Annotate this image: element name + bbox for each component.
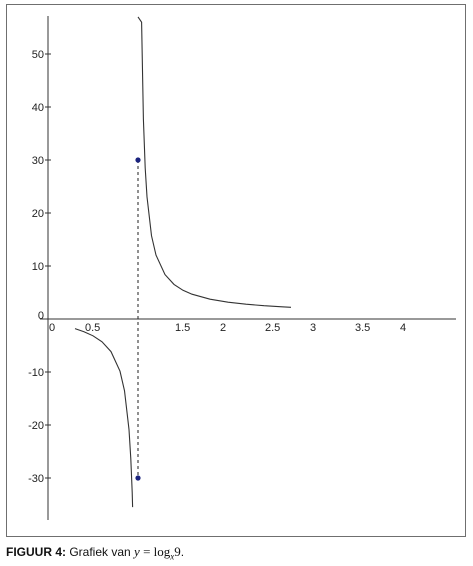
y-tick-label: 20	[32, 208, 44, 220]
curve-branch-2	[137, 16, 292, 308]
caption-arg: 9	[174, 544, 181, 559]
figure-frame	[6, 4, 466, 537]
y-tick-label: -10	[28, 367, 44, 379]
y-tick-label: 40	[32, 102, 44, 114]
x-tick-label: 4	[400, 322, 406, 334]
y-tick-label: 30	[32, 155, 44, 167]
x-tick-label: 1.5	[175, 322, 190, 334]
caption-formula: y = logx9	[134, 544, 181, 562]
y-tick-label: 0	[38, 310, 44, 322]
x-tick-label: 2	[220, 322, 226, 334]
caption-text: Grafiek van	[69, 545, 131, 559]
caption-var: y	[134, 544, 140, 559]
caption-label: FIGUUR 4:	[6, 545, 66, 559]
figure-caption: FIGUUR 4: Grafiek van y = logx9.	[6, 544, 184, 562]
caption-log: log	[153, 544, 171, 559]
x-tick-label: 3	[310, 322, 316, 334]
y-tick-label: 10	[32, 261, 44, 273]
y-tick-label: -30	[28, 473, 44, 485]
x-tick-label: 3.5	[355, 322, 370, 334]
x-tick-label: 0.5	[85, 322, 100, 334]
x-tick-label: 2.5	[265, 322, 280, 334]
curve-series	[74, 16, 292, 508]
x-tick-labels: 0 0.5 1.5 2 2.5 3 3.5 4	[49, 322, 406, 334]
y-tick-label: -20	[28, 420, 44, 432]
y-tick-label: 50	[32, 49, 44, 61]
highlight-point	[135, 157, 141, 163]
curve-branch-1	[74, 328, 134, 508]
x-tick-label: 0	[49, 322, 55, 334]
caption-eq: =	[143, 544, 151, 559]
highlight-points	[135, 157, 141, 481]
caption-base: x	[170, 551, 175, 562]
caption-end: .	[180, 545, 185, 559]
y-tick-labels: 50 40 30 20 10 0 -10 -20 -30	[28, 49, 51, 485]
highlight-point	[135, 475, 141, 481]
